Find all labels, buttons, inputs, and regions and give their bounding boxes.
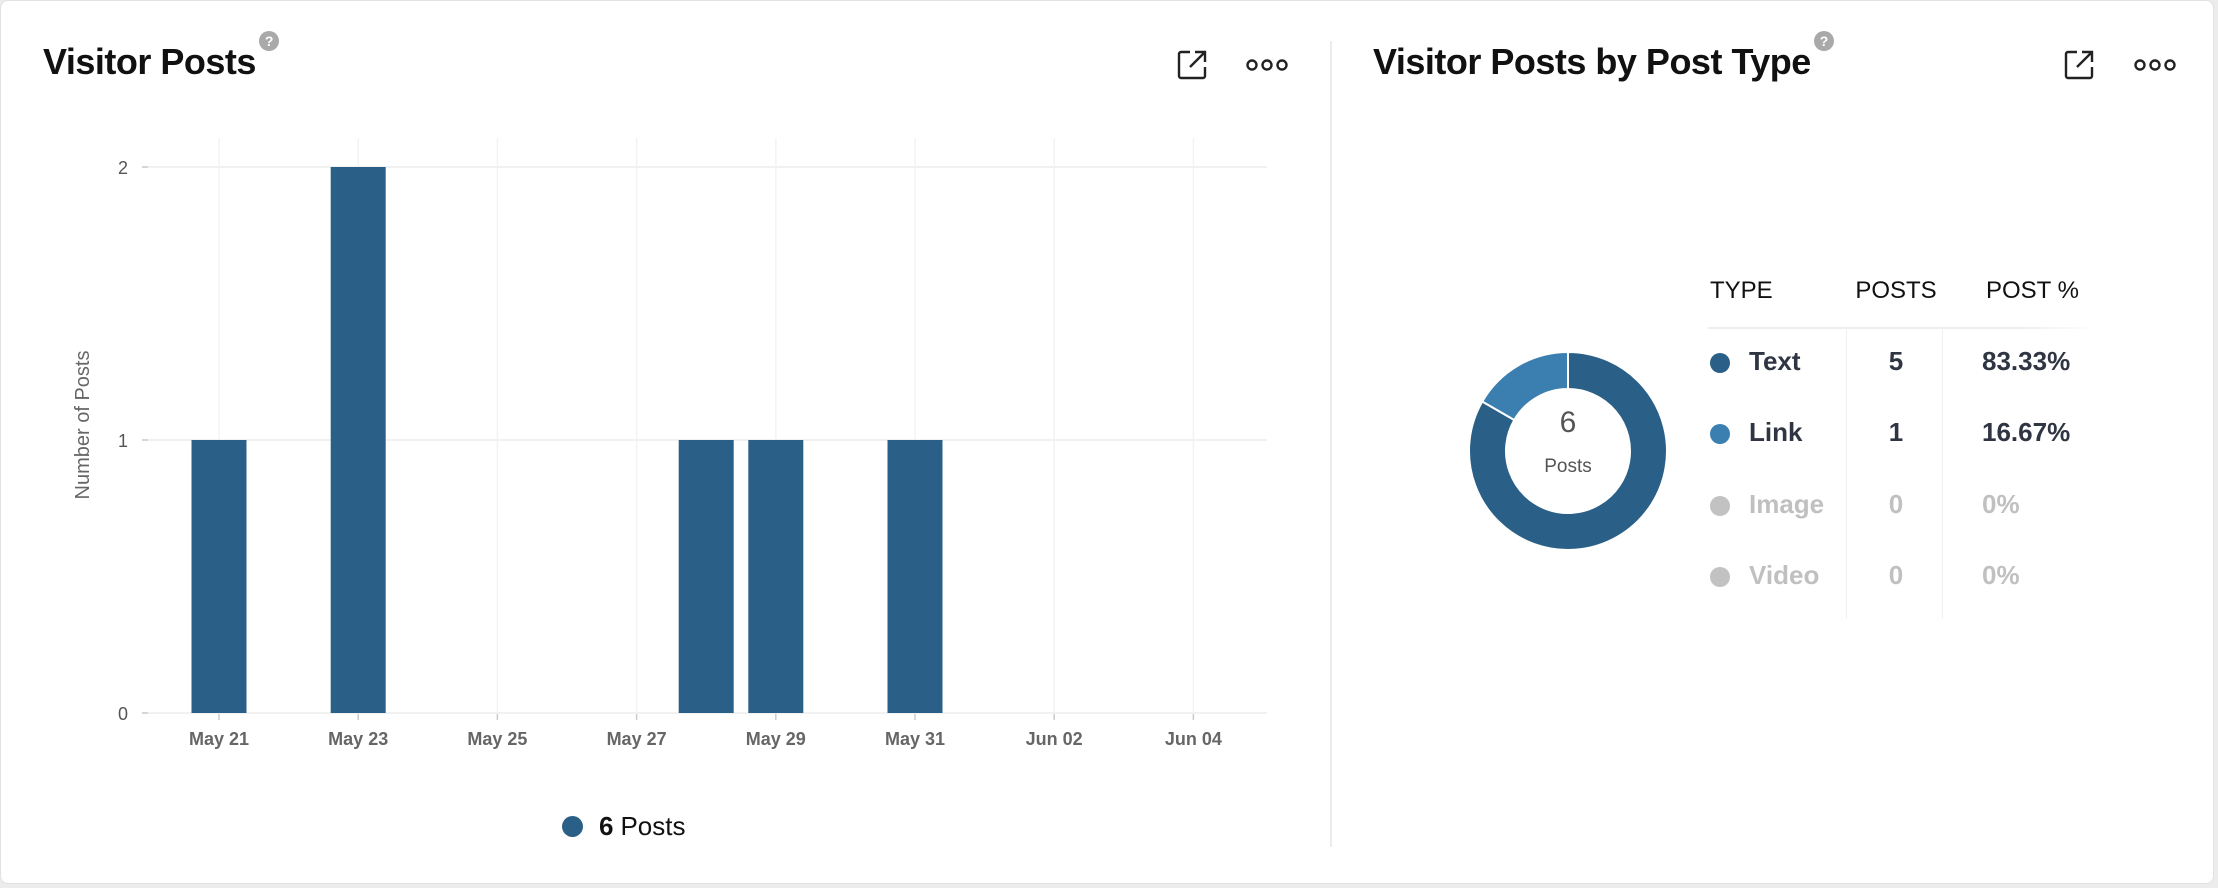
x-tick-label: May 31 bbox=[885, 729, 945, 749]
post-type-donut-chart bbox=[1468, 350, 1668, 551]
type-label: Link bbox=[1749, 417, 1803, 447]
x-tick-label: May 23 bbox=[328, 729, 388, 749]
x-tick-label: May 21 bbox=[189, 729, 249, 749]
donut-total: 6 bbox=[1559, 406, 1577, 439]
type-label: Image bbox=[1749, 489, 1825, 519]
bar bbox=[678, 440, 734, 713]
title-text: Visitor Posts bbox=[43, 41, 256, 82]
column-divider bbox=[1942, 329, 1943, 619]
bar bbox=[887, 440, 943, 713]
post-percent: 83.33% bbox=[1982, 346, 2071, 376]
open-external-icon[interactable] bbox=[1176, 49, 1208, 86]
type-label: Text bbox=[1749, 346, 1801, 376]
x-tick-label: Jun 04 bbox=[1165, 729, 1222, 749]
posts-count: 1 bbox=[1888, 417, 1904, 447]
post-percent: 0% bbox=[1982, 489, 2020, 519]
type-color-dot bbox=[1710, 424, 1730, 444]
header-type: TYPE bbox=[1710, 277, 1773, 304]
donut-slice-link[interactable] bbox=[1480, 350, 1569, 422]
posts-count: 0 bbox=[1888, 489, 1904, 519]
title-text: Visitor Posts by Post Type bbox=[1373, 41, 1811, 82]
donut-label: Posts bbox=[1544, 456, 1592, 477]
legend-label: Posts bbox=[620, 811, 686, 841]
posts-by-type-title: Visitor Posts by Post Type? bbox=[1373, 31, 1834, 83]
bar bbox=[748, 440, 804, 713]
type-color-dot bbox=[1710, 353, 1730, 373]
x-tick-label: May 25 bbox=[467, 729, 527, 749]
header-post-pct: POST % bbox=[1986, 277, 2079, 304]
type-color-dot bbox=[1710, 567, 1730, 587]
x-tick-label: May 29 bbox=[746, 729, 806, 749]
header-posts: POSTS bbox=[1855, 277, 1937, 304]
x-tick-label: Jun 02 bbox=[1026, 729, 1083, 749]
bar bbox=[330, 167, 386, 713]
y-tick-label: 0 bbox=[118, 704, 128, 724]
column-divider bbox=[1846, 329, 1847, 619]
posts-count: 5 bbox=[1888, 346, 1904, 376]
visitor-posts-title: Visitor Posts? bbox=[43, 31, 279, 83]
type-label: Video bbox=[1749, 560, 1820, 590]
visitor-posts-bar-chart: May 21 May 23 May 25 May 27 May 29 May 31 Jun … bbox=[72, 138, 1267, 749]
more-options-icon[interactable] bbox=[2134, 57, 2176, 78]
panel-divider bbox=[1330, 41, 1332, 847]
bar bbox=[191, 440, 247, 713]
chart-legend[interactable]: 6 Posts bbox=[562, 811, 686, 842]
more-options-icon[interactable] bbox=[1246, 57, 1288, 78]
post-percent: 0% bbox=[1982, 560, 2020, 590]
y-tick-label: 1 bbox=[118, 431, 128, 451]
type-color-dot bbox=[1710, 496, 1730, 516]
x-tick-label: May 27 bbox=[607, 729, 667, 749]
legend-count: 6 bbox=[599, 811, 614, 841]
help-icon[interactable]: ? bbox=[258, 31, 279, 51]
y-tick-label: 2 bbox=[118, 158, 128, 178]
donut-slice-text[interactable] bbox=[1468, 350, 1668, 551]
posts-count: 0 bbox=[1888, 560, 1904, 590]
legend-dot bbox=[562, 816, 583, 837]
post-percent: 16.67% bbox=[1982, 417, 2071, 447]
header-divider bbox=[1708, 327, 2098, 329]
open-external-icon[interactable] bbox=[2063, 49, 2095, 86]
y-axis-title: Number of Posts bbox=[72, 351, 94, 500]
help-icon[interactable]: ? bbox=[1813, 31, 1834, 51]
